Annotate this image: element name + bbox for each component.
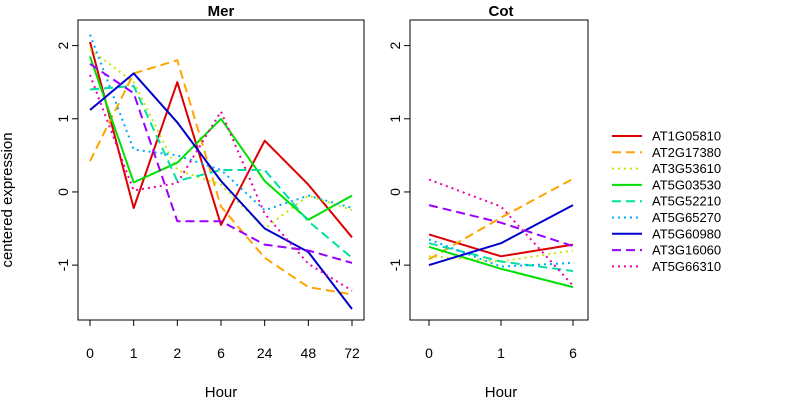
- x-tick-label: 1: [497, 345, 505, 361]
- legend-label: AT2G17380: [652, 145, 721, 160]
- legend-entry: AT5G52210: [612, 194, 721, 209]
- x-tick-label: 6: [569, 345, 577, 361]
- y-tick-label: -1: [387, 259, 403, 272]
- legend-entry: AT5G66310: [612, 259, 721, 274]
- panel-cot: Cot Hour 0 1 6 -1 0 1 2: [387, 3, 589, 400]
- panel-mer: Mer Hour 0 1 2 6 24 48 72 -1 0 1 2: [55, 3, 365, 400]
- y-tick-label: -1: [55, 259, 71, 272]
- series-line-at5g03530: [89, 56, 353, 221]
- series-line-at5g66310: [428, 178, 574, 287]
- series-line-at5g60980: [89, 72, 353, 310]
- plot-area-mer: 0 1 2 6 24 48 72 -1 0 1 2: [55, 19, 365, 361]
- x-tick-label: 1: [130, 345, 138, 361]
- series-line-at3g16060: [89, 63, 353, 264]
- y-tick-label: 1: [55, 115, 71, 123]
- legend-label: AT5G03530: [652, 177, 721, 192]
- y-tick-label: 0: [387, 188, 403, 196]
- series-line-at5g60980: [428, 204, 574, 267]
- x-tick-label: 2: [173, 345, 181, 361]
- legend-label: AT1G05810: [652, 129, 721, 144]
- legend-label: AT5G52210: [652, 194, 721, 209]
- series-line-at1g05810: [428, 233, 574, 258]
- x-axis-label-cot: Hour: [485, 384, 518, 400]
- legend-label: AT5G60980: [652, 226, 721, 241]
- legend-label: AT3G53610: [652, 161, 721, 176]
- series-line-at5g65270: [428, 238, 574, 268]
- x-axis-label-mer: Hour: [205, 384, 238, 400]
- panel-title-cot: Cot: [489, 3, 514, 20]
- legend-entry: AT2G17380: [612, 145, 721, 160]
- x-tick-label: 24: [257, 345, 273, 361]
- series-line-at3g53610: [89, 48, 353, 230]
- y-tick-label: 2: [55, 42, 71, 50]
- series-line-at3g16060: [428, 204, 574, 248]
- x-tick-label: 0: [425, 345, 433, 361]
- legend-label: AT5G65270: [652, 210, 721, 225]
- y-tick-label: 2: [387, 42, 403, 50]
- plot-area-cot: 0 1 6 -1 0 1 2: [387, 19, 589, 361]
- legend-entry: AT3G53610: [612, 161, 721, 176]
- series-line-at5g03530: [428, 245, 574, 289]
- x-tick-label: 48: [301, 345, 317, 361]
- plot-frame: [77, 19, 365, 321]
- legend-entry: AT5G03530: [612, 177, 721, 192]
- series-line-at5g52210: [428, 242, 574, 272]
- y-tick-label: 0: [55, 188, 71, 196]
- plot-frame: [409, 19, 589, 321]
- y-axis-label: centered expression: [0, 132, 16, 267]
- legend-label: AT3G16060: [652, 243, 721, 258]
- legend-entry: AT3G16060: [612, 243, 721, 258]
- legend-label: AT5G66310: [652, 259, 721, 274]
- legend-entry: AT5G60980: [612, 226, 721, 241]
- series-line-at1g05810: [89, 41, 353, 238]
- legend-entry: AT5G65270: [612, 210, 721, 225]
- y-tick-label: 1: [387, 115, 403, 123]
- series-line-at5g65270: [89, 34, 353, 212]
- x-tick-label: 6: [217, 345, 225, 361]
- panel-title-mer: Mer: [208, 3, 235, 20]
- x-tick-label: 0: [86, 345, 94, 361]
- legend-entry: AT1G05810: [612, 129, 721, 144]
- x-tick-label: 72: [344, 345, 360, 361]
- series-line-at5g52210: [89, 84, 353, 259]
